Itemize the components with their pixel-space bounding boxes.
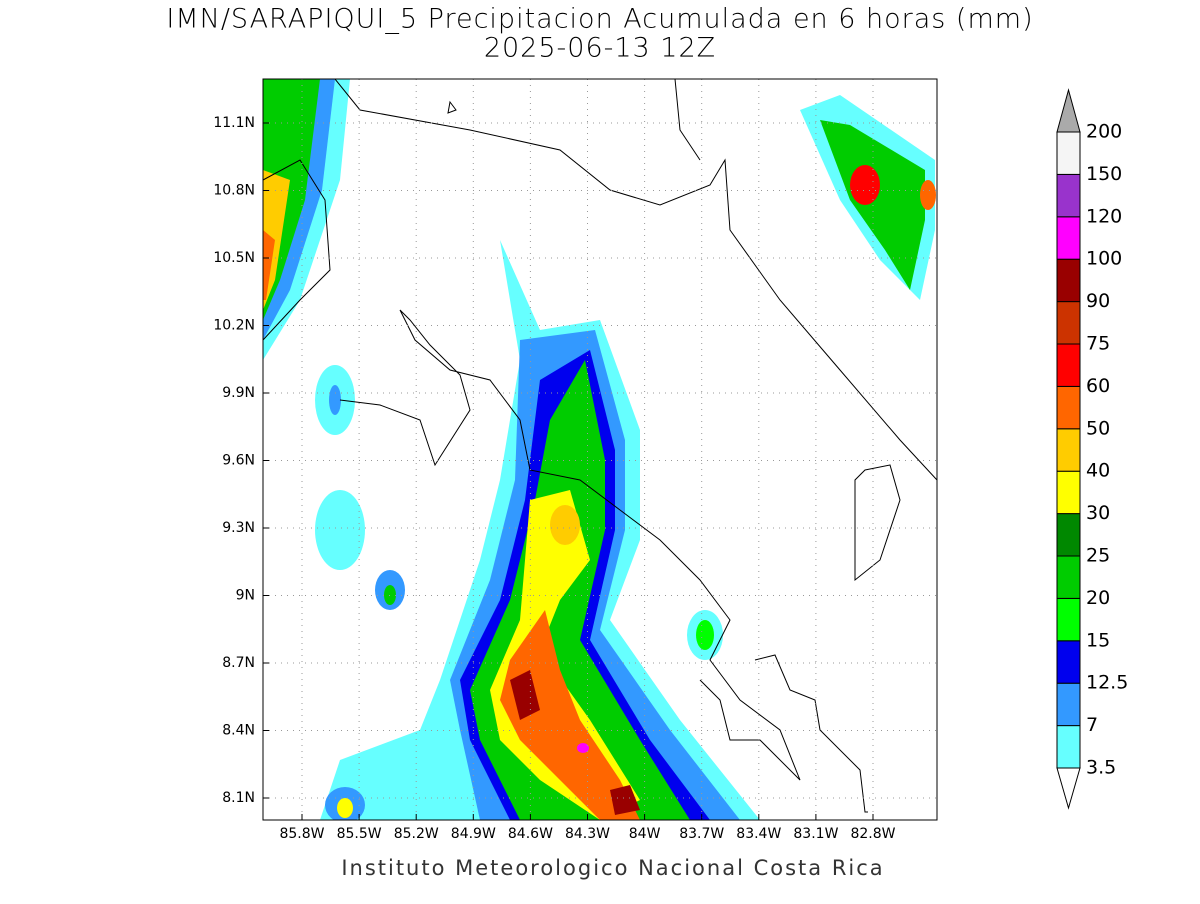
colorbar-box <box>1056 216 1081 260</box>
colorbar: 3.5 7 12.5 15 20 25 30 40 50 60 75 90 100 120 150 200 <box>1056 88 1128 810</box>
colorbar-label: 12.5 <box>1086 672 1128 694</box>
title-line: IMN/SARAPIQUI_5 Precipitacion Acumulada … <box>166 4 1033 35</box>
colorbar-box <box>1056 428 1081 472</box>
colorbar-label: 20 <box>1086 587 1110 609</box>
precipitation-field <box>263 79 936 820</box>
lat-tick-label: 9.6N <box>222 453 255 469</box>
colorbar-label: 40 <box>1086 460 1110 482</box>
colorbar-label: 150 <box>1086 163 1122 185</box>
lon-tick-label: 84.3W <box>565 826 610 842</box>
colorbar-box <box>1056 555 1081 599</box>
lon-tick-label: 84.6W <box>508 826 553 842</box>
lon-tick-label: 85.2W <box>394 826 439 842</box>
colorbar-under <box>1056 767 1081 810</box>
colorbar-box <box>1056 131 1081 175</box>
colorbar-label: 75 <box>1086 333 1110 355</box>
coastline <box>263 79 937 813</box>
colorbar-box <box>1056 470 1081 515</box>
lon-tick-label: 85.5W <box>337 826 382 842</box>
colorbar-box <box>1056 301 1081 345</box>
colorbar-label: 3.5 <box>1086 757 1116 779</box>
colorbar-label: 200 <box>1086 121 1122 143</box>
colorbar-box <box>1056 385 1081 430</box>
colorbar-label: 15 <box>1086 629 1110 651</box>
lat-tick-label: 10.8N <box>213 183 255 199</box>
colorbar-box <box>1056 597 1081 642</box>
lat-tick-label: 8.7N <box>222 655 255 671</box>
colorbar-label: 25 <box>1086 545 1110 567</box>
grid <box>263 79 937 820</box>
lat-tick-label: 10.5N <box>213 250 255 266</box>
colorbar-box <box>1056 640 1081 684</box>
colorbar-box <box>1056 343 1081 387</box>
lat-tick-label: 11.1N <box>213 115 255 131</box>
lat-tick-label: 9.9N <box>222 385 255 401</box>
lon-tick-label: 82.8W <box>850 826 895 842</box>
lat-tick-label: 9.3N <box>222 520 255 536</box>
lat-tick-label: 10.2N <box>213 318 255 334</box>
lat-tick-label: 9N <box>236 588 255 604</box>
colorbar-label: 50 <box>1086 417 1110 439</box>
lon-tick-label: 85.8W <box>279 826 324 842</box>
colorbar-label: 60 <box>1086 375 1110 397</box>
lon-tick-label: 84W <box>629 826 661 842</box>
colorbar-over <box>1056 88 1081 133</box>
colorbar-label: 30 <box>1086 502 1110 524</box>
colorbar-box <box>1056 682 1081 727</box>
colorbar-box <box>1056 258 1081 303</box>
colorbar-box <box>1056 173 1081 218</box>
lon-tick-label: 84.9W <box>451 826 496 842</box>
footer: Instituto Meteorologico Nacional Costa R… <box>341 856 884 880</box>
map-frame <box>262 78 938 821</box>
colorbar-box <box>1056 725 1081 769</box>
lat-tick-label: 8.4N <box>222 723 255 739</box>
title-line: 2025-06-13 12Z <box>484 33 716 64</box>
colorbar-label: 7 <box>1086 714 1098 736</box>
lon-tick-label: 83.1W <box>793 826 838 842</box>
lon-tick-label: 83.4W <box>736 826 781 842</box>
lon-tick-label: 83.7W <box>679 826 724 842</box>
colorbar-label: 90 <box>1086 290 1110 312</box>
colorbar-label: 100 <box>1086 248 1122 270</box>
lat-tick-label: 8.1N <box>222 790 255 806</box>
tick-labels: 11.1N 10.8N 10.5N 10.2N 9.9N 9.6N 9.3N 9N 8.7N 8.… <box>213 115 895 842</box>
colorbar-label: 120 <box>1086 205 1122 227</box>
colorbar-box <box>1056 513 1081 557</box>
